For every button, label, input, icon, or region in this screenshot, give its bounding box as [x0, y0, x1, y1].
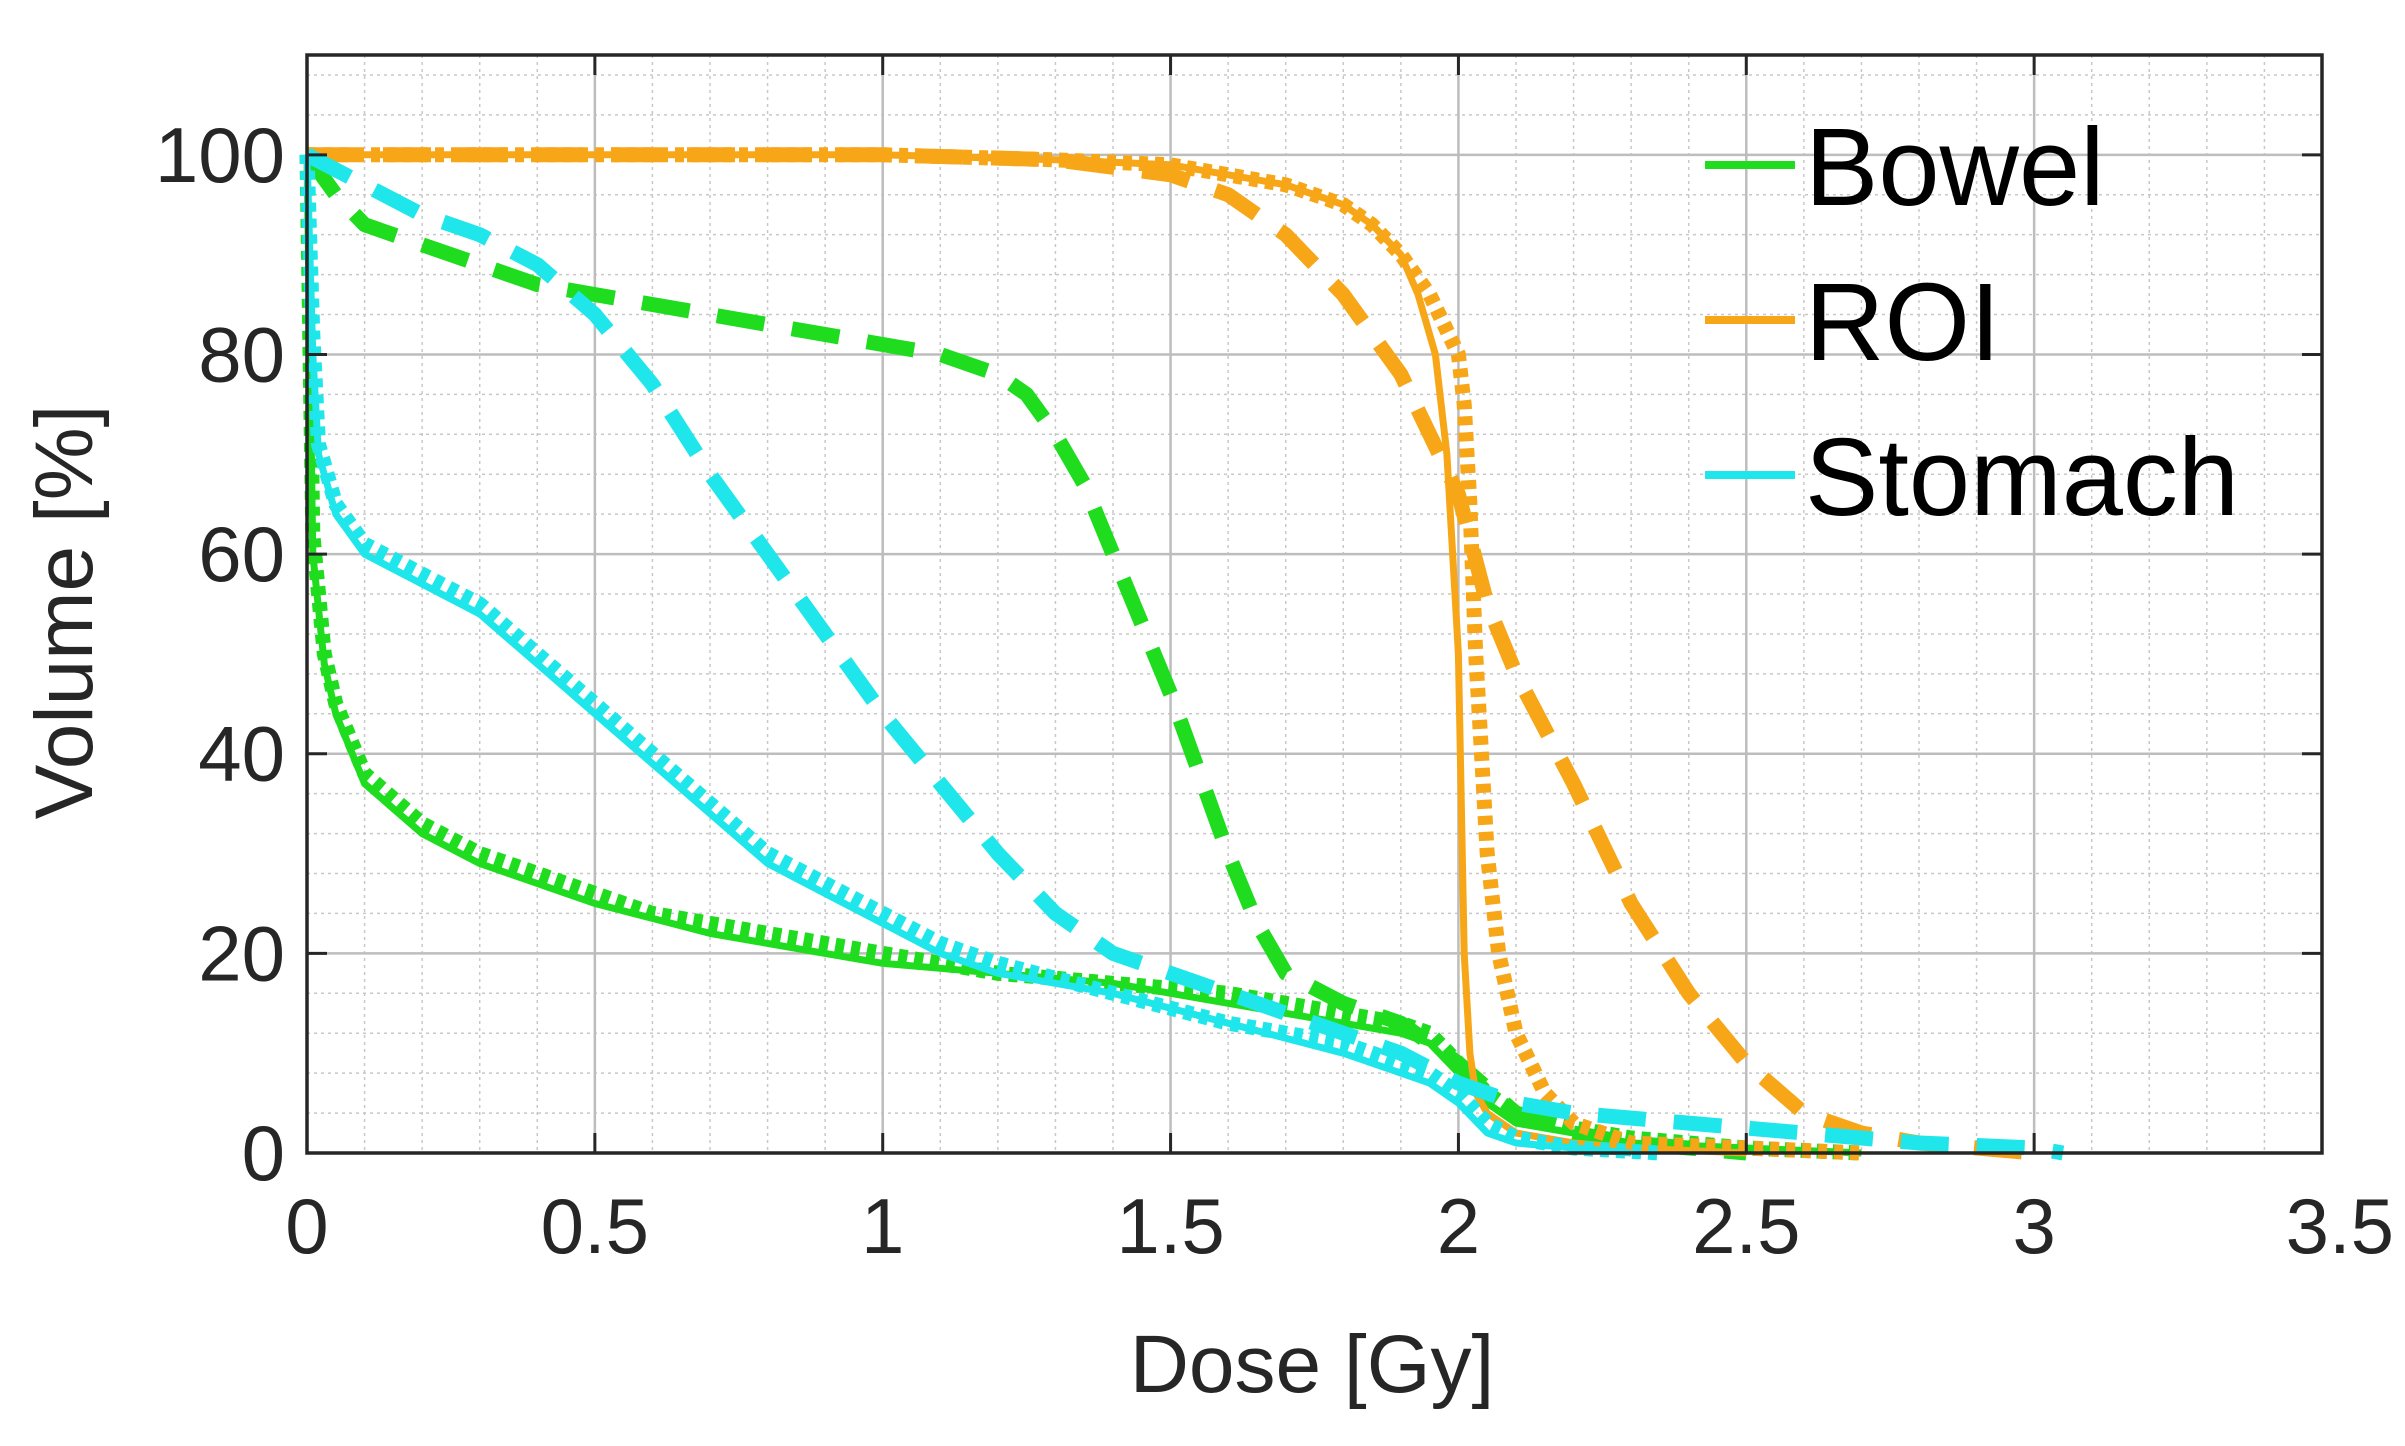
y-tick-label: 80 — [198, 310, 285, 398]
y-tick-label: 0 — [242, 1109, 285, 1197]
series-line-roi-dotted — [307, 147, 1862, 1161]
series-line-stomach-dotted — [299, 154, 1661, 1161]
series-line-stomach-solid — [303, 154, 1632, 1157]
axes-box — [305, 53, 2324, 1155]
y-tick-label: 60 — [198, 510, 285, 598]
y-tick-label: 20 — [198, 909, 285, 997]
legend-label-stomach: Stomach — [1805, 416, 2239, 539]
legend-label-bowel: Bowel — [1805, 106, 2105, 229]
major-grid — [305, 55, 2324, 1155]
x-tick-label: 3.5 — [2286, 1182, 2394, 1270]
x-tick-label: 3 — [2012, 1182, 2055, 1270]
series-layer — [299, 147, 2065, 1161]
legend: Bowel ROI Stomach — [1705, 106, 2239, 539]
x-tick-label: 0.5 — [541, 1182, 649, 1270]
x-tick-label: 1 — [861, 1182, 904, 1270]
y-tick-labels: 0 20 40 60 80 100 — [155, 111, 285, 1197]
x-tick-label: 1.5 — [1116, 1182, 1224, 1270]
y-tick-label: 100 — [155, 111, 285, 199]
y-tick-label: 40 — [198, 710, 285, 798]
x-tick-labels: 0 0.5 1 1.5 2 2.5 3 3.5 — [285, 1182, 2394, 1270]
x-tick-label: 2 — [1437, 1182, 1480, 1270]
x-axis-label: Dose [Gy] — [1130, 1319, 1495, 1410]
series-line-stomach-dashed — [303, 148, 2065, 1161]
x-tick-label: 2.5 — [1692, 1182, 1800, 1270]
y-axis-label: Volume [%] — [19, 405, 110, 820]
series-line-roi-dashed — [307, 147, 2035, 1161]
axis-ticks — [305, 55, 2324, 1155]
legend-label-roi: ROI — [1805, 261, 2001, 384]
x-tick-label: 0 — [285, 1182, 328, 1270]
series-line-bowel-dashed — [300, 150, 1747, 1161]
